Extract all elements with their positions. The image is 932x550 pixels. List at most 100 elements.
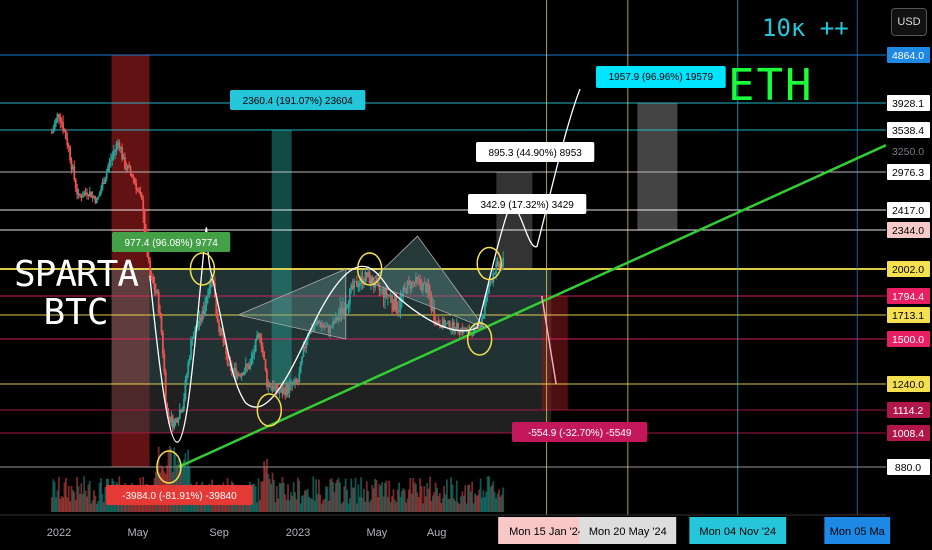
candle-body — [296, 381, 299, 383]
candle-body — [250, 357, 253, 364]
volume-bar — [492, 481, 495, 512]
candle-body — [69, 146, 72, 161]
candle-body — [434, 320, 437, 325]
price-tag-bg-6 — [887, 222, 930, 238]
volume-bar — [471, 481, 474, 512]
candle-body — [140, 194, 143, 200]
volume-bar — [436, 487, 438, 512]
volume-bar — [483, 497, 486, 512]
volume-bar — [410, 493, 413, 512]
candle-body — [313, 325, 316, 327]
candle-body — [436, 321, 438, 325]
volume-bar — [76, 476, 79, 512]
candle-body — [59, 116, 62, 122]
measure-label-bg-1 — [230, 90, 366, 110]
time-marker-0[interactable]: Mon 15 Jan '24 — [509, 526, 584, 538]
candle-body — [447, 321, 450, 324]
candle-body — [422, 283, 424, 291]
price-tag-1: 3928.1 — [892, 98, 924, 110]
volume-bar — [268, 478, 271, 512]
volume-bar — [462, 495, 465, 512]
volume-bar — [405, 502, 408, 512]
time-label-5: Aug — [427, 527, 447, 539]
candle-body — [334, 316, 337, 323]
candle-body — [50, 132, 53, 134]
time-label-2: Sep — [209, 527, 229, 539]
candle-body — [183, 398, 185, 409]
candle-body — [101, 182, 104, 190]
measure-label-2: 1957.9 (96.96%) 19579 — [609, 72, 714, 83]
volume-bar — [353, 487, 355, 512]
candle-body — [282, 387, 285, 394]
volume-bar — [361, 497, 364, 512]
volume-bar — [259, 500, 261, 512]
volume-bar — [478, 489, 481, 512]
volume-bar — [86, 496, 88, 512]
price-tag-5: 2417.0 — [892, 205, 924, 217]
candle-body — [417, 278, 420, 280]
price-tag-11: 1240.0 — [892, 379, 924, 391]
candle-body — [423, 283, 426, 285]
candle-body — [277, 391, 280, 393]
volume-bar — [408, 489, 410, 512]
pivot-circle-4 — [466, 322, 493, 356]
volume-bar — [236, 499, 239, 512]
candle-body — [56, 114, 59, 119]
volume-bar — [490, 485, 493, 512]
price-tag-bg-0 — [887, 47, 930, 63]
candle-body — [88, 191, 91, 196]
volume-bar — [496, 493, 499, 512]
volume-bar — [299, 503, 302, 512]
currency-button[interactable]: USD — [891, 8, 927, 36]
volume-bar — [412, 478, 415, 512]
measure-label-4: 342.9 (17.32%) 3429 — [480, 200, 574, 211]
volume-bar — [247, 500, 250, 512]
pivot-circle-1 — [189, 252, 216, 286]
volume-bar — [302, 495, 305, 512]
candle-body — [94, 197, 97, 203]
volume-bar — [308, 496, 311, 512]
candle-body — [161, 332, 164, 355]
price-tag-7: 2002.0 — [892, 264, 924, 276]
candle-body — [427, 283, 430, 292]
volume-bar — [332, 481, 334, 512]
time-marker-1[interactable]: Mon 20 May '24 — [589, 526, 667, 538]
volume-bar — [263, 461, 266, 512]
volume-bar — [344, 478, 347, 512]
candle-body — [216, 314, 219, 323]
candle-body — [86, 192, 88, 195]
candle-body — [392, 303, 395, 311]
candle-body — [131, 173, 133, 178]
candle-body — [478, 327, 481, 329]
candle-body — [251, 354, 254, 358]
candle-body — [254, 339, 257, 352]
candle-body — [174, 418, 177, 422]
volume-bar — [460, 496, 462, 512]
candle-body — [393, 293, 396, 311]
volume-bar — [325, 486, 327, 512]
time-marker-2[interactable]: Mon 04 Nov '24 — [699, 526, 776, 538]
volume-bar — [326, 486, 329, 512]
volume-bar — [457, 502, 460, 512]
volume-bar — [500, 494, 503, 512]
volume-bar — [406, 498, 409, 512]
volume-bar — [360, 477, 363, 512]
candle-body — [453, 321, 455, 332]
candle-body — [266, 370, 268, 387]
candle-body — [115, 143, 118, 150]
candle-body — [486, 292, 489, 294]
volume-bar — [351, 487, 354, 512]
candle-body — [482, 315, 485, 319]
time-marker-3[interactable]: Mon 05 Ma — [830, 526, 886, 538]
volume-bar — [214, 503, 216, 512]
volume-bar — [437, 496, 440, 512]
candle-body — [264, 359, 267, 371]
lower-zone — [111, 384, 552, 433]
candle-body — [311, 328, 313, 331]
measure-label-1: 2360.4 (191.07%) 23604 — [243, 96, 354, 107]
price-tag-2: 3538.4 — [892, 125, 924, 137]
candle-body — [319, 323, 322, 327]
volume-bar — [393, 499, 396, 512]
volume-bar — [482, 490, 485, 512]
